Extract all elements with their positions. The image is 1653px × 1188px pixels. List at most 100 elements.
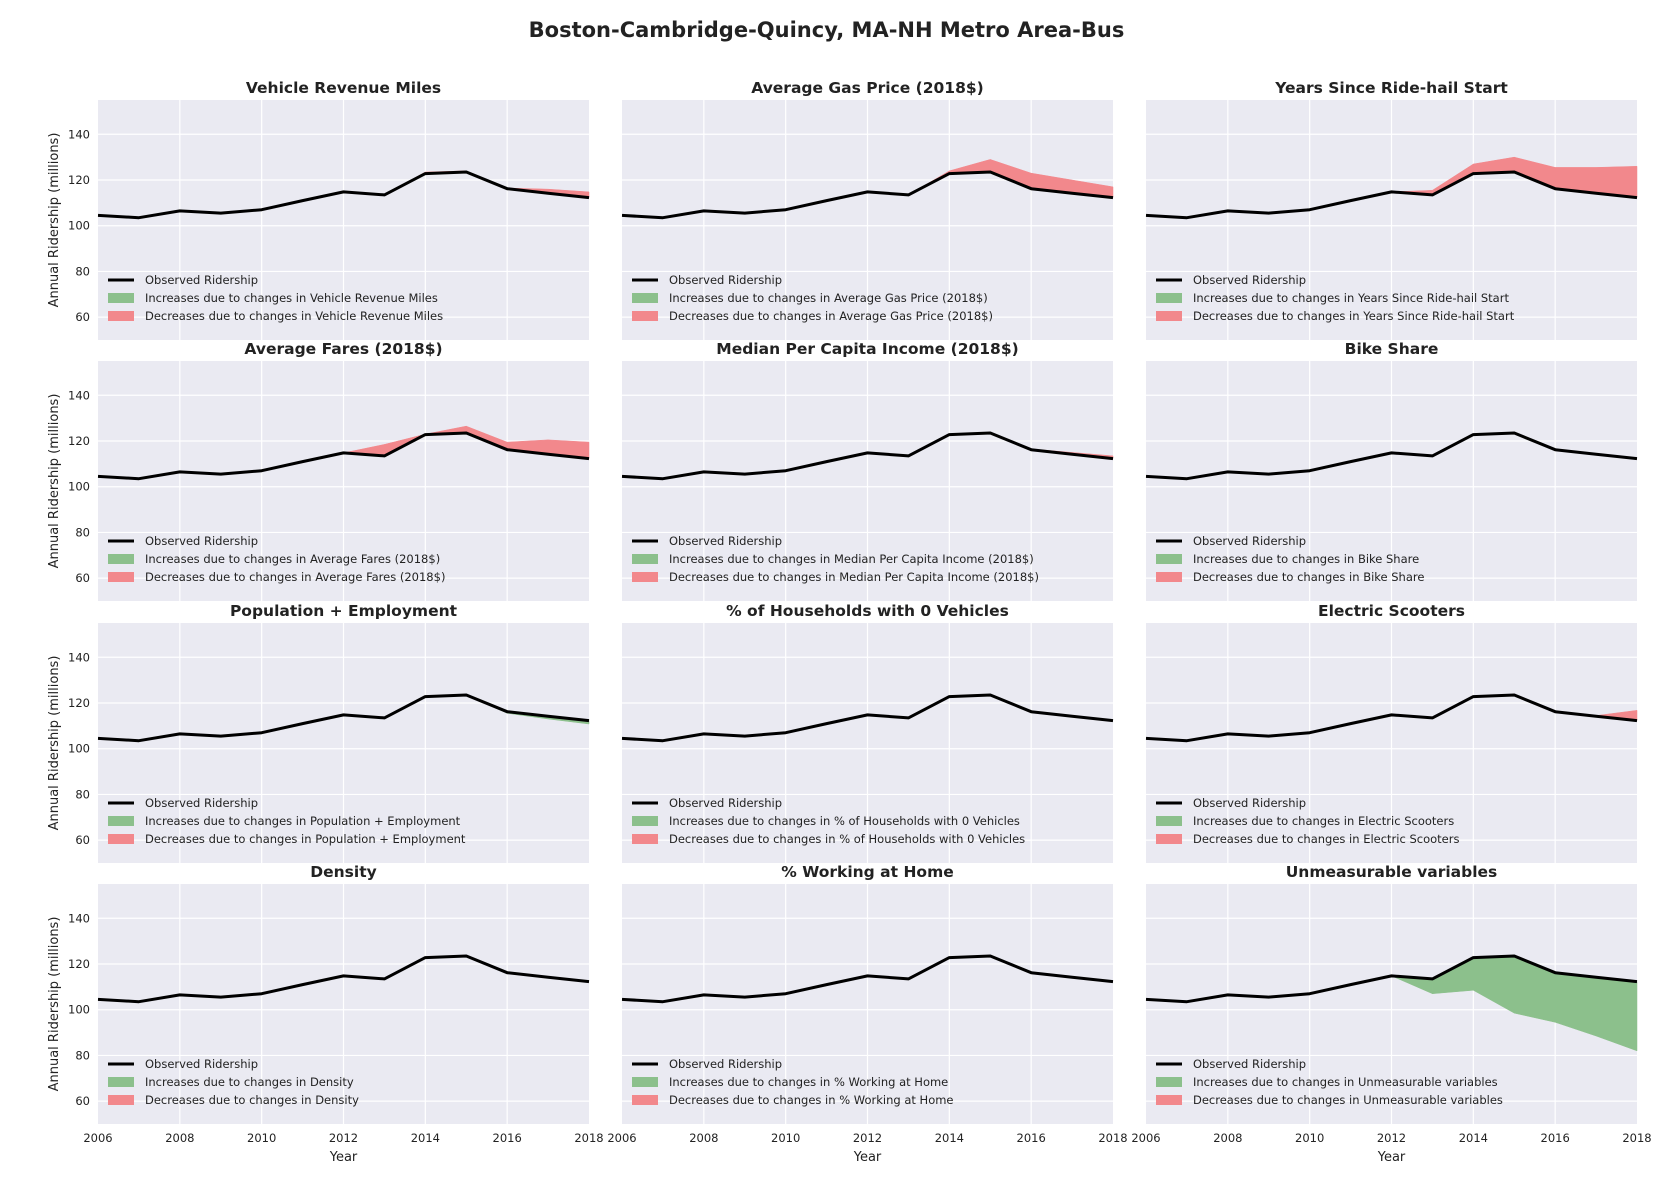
x-tick-label: 2016 [1541,1131,1570,1145]
legend-observed-label: Observed Ridership [669,273,782,287]
subplot-title: Density [310,863,376,881]
legend-increase-label: Increases due to changes in Unmeasurable… [1193,1075,1498,1089]
observed-ridership-line [621,954,1114,1004]
observed-ridership-line [1145,693,1638,743]
legend-observed-label: Observed Ridership [145,273,258,287]
subplot-title: Vehicle Revenue Miles [246,79,441,97]
x-tick-label: 2010 [771,1131,800,1145]
subplot-3: Years Since Ride-hail Start Observed Ride… [1145,79,1638,340]
y-tick-label: 140 [68,911,90,925]
y-tick-label: 140 [68,388,90,402]
subplot-title: % Working at Home [781,863,953,881]
y-tick-label: 140 [68,650,90,664]
legend-increase-label: Increases due to changes in % of Househo… [669,814,1020,828]
legend-decrease-swatch [632,834,658,844]
subplot-5: Median Per Capita Income (2018$) Observed… [621,340,1114,601]
legend-observed-label: Observed Ridership [1193,1057,1306,1071]
y-tick-label: 60 [75,310,90,324]
x-axis-label: Year [853,1150,882,1165]
x-tick-label: 2018 [1622,1131,1651,1145]
x-tick-label: 2012 [329,1131,358,1145]
observed-ridership-line [621,693,1114,743]
y-axis-label: Annual Ridership (millions) [47,656,62,831]
legend-decrease-label: Decreases due to changes in Median Per C… [669,570,1039,584]
legend-increase-label: Increases due to changes in % Working at… [669,1075,948,1089]
observed-ridership-line [621,170,1114,220]
legend-increase-swatch [108,1077,134,1087]
legend-observed-label: Observed Ridership [669,1057,782,1071]
legend-increase-swatch [108,816,134,826]
legend-increase-label: Increases due to changes in Electric Sco… [1193,814,1454,828]
subplot-title: Years Since Ride-hail Start [1274,79,1508,97]
legend-observed-label: Observed Ridership [145,1057,258,1071]
legend-observed-label: Observed Ridership [669,796,782,810]
y-tick-label: 100 [68,480,90,494]
x-tick-label: 2014 [411,1131,440,1145]
subplot-8: % of Households with 0 Vehicles Observed … [621,602,1114,863]
legend-decrease-swatch [108,311,134,321]
legend-increase-swatch [632,554,658,564]
x-tick-label: 2016 [1017,1131,1046,1145]
legend-observed-label: Observed Ridership [669,534,782,548]
observed-ridership-line [1145,170,1638,220]
subplot-title: Population + Employment [230,602,458,620]
x-tick-label: 2006 [83,1131,112,1145]
subplot-1: Vehicle Revenue Miles Observed Ridership I… [47,79,590,340]
x-tick-label: 2014 [1459,1131,1488,1145]
legend-increase-swatch [1156,293,1182,303]
y-tick-label: 120 [68,696,90,710]
legend-increase-label: Increases due to changes in Years Since … [1193,291,1509,305]
y-tick-label: 80 [75,787,90,801]
x-tick-label: 2008 [689,1131,718,1145]
legend-increase-swatch [632,293,658,303]
legend-decrease-label: Decreases due to changes in Years Since … [1193,309,1515,323]
subplot-title: Unmeasurable variables [1286,863,1498,881]
legend-decrease-label: Decreases due to changes in % Working at… [669,1093,954,1107]
observed-ridership-line [97,431,590,481]
legend-decrease-label: Decreases due to changes in Population +… [145,832,466,846]
y-tick-label: 60 [75,571,90,585]
observed-ridership-line [97,954,590,1004]
x-axis-label: Year [1377,1150,1406,1165]
observed-ridership-line [1145,954,1638,1004]
x-tick-label: 2018 [1098,1131,1127,1145]
legend-decrease-label: Decreases due to changes in Average Gas … [669,309,993,323]
legend-observed-label: Observed Ridership [1193,534,1306,548]
legend-increase-label: Increases due to changes in Bike Share [1193,552,1419,566]
x-axis-label: Year [329,1150,358,1165]
subplot-title: Bike Share [1345,340,1439,358]
x-tick-label: 2012 [853,1131,882,1145]
legend-decrease-swatch [108,1095,134,1105]
legend-increase-swatch [1156,1077,1182,1087]
y-tick-label: 60 [75,833,90,847]
subplot-6: Bike Share Observed Ridership Increases du… [1145,340,1638,601]
y-tick-label: 100 [68,219,90,233]
legend-observed-label: Observed Ridership [1193,796,1306,810]
legend-decrease-swatch [632,311,658,321]
y-tick-label: 100 [68,742,90,756]
subplot-10: Density Observed Ridership Increases due t… [47,863,604,1165]
legend-observed-label: Observed Ridership [1193,273,1306,287]
x-tick-label: 2016 [493,1131,522,1145]
subplot-9: Electric Scooters Observed Ridership Incre… [1145,602,1638,863]
x-tick-label: 2006 [1131,1131,1160,1145]
x-tick-label: 2008 [165,1131,194,1145]
legend-decrease-swatch [632,1095,658,1105]
subplot-title: Median Per Capita Income (2018$) [716,340,1018,358]
legend-increase-label: Increases due to changes in Population +… [145,814,461,828]
legend-decrease-label: Decreases due to changes in Vehicle Reve… [145,309,443,323]
x-tick-label: 2014 [935,1131,964,1145]
legend-increase-swatch [1156,554,1182,564]
subplot-2: Average Gas Price (2018$) Observed Riders… [621,79,1114,340]
legend-decrease-label: Decreases due to changes in % of Househo… [669,832,1025,846]
subplot-11: % Working at Home Observed Ridership Incre… [607,863,1127,1165]
legend-increase-label: Increases due to changes in Average Fare… [145,552,440,566]
observed-ridership-line [621,431,1114,481]
subplot-title: Electric Scooters [1318,602,1465,620]
x-tick-label: 2008 [1213,1131,1242,1145]
subplot-7: Population + Employment Observed Ridershi… [47,602,590,863]
legend-increase-swatch [632,816,658,826]
legend-decrease-swatch [1156,834,1182,844]
